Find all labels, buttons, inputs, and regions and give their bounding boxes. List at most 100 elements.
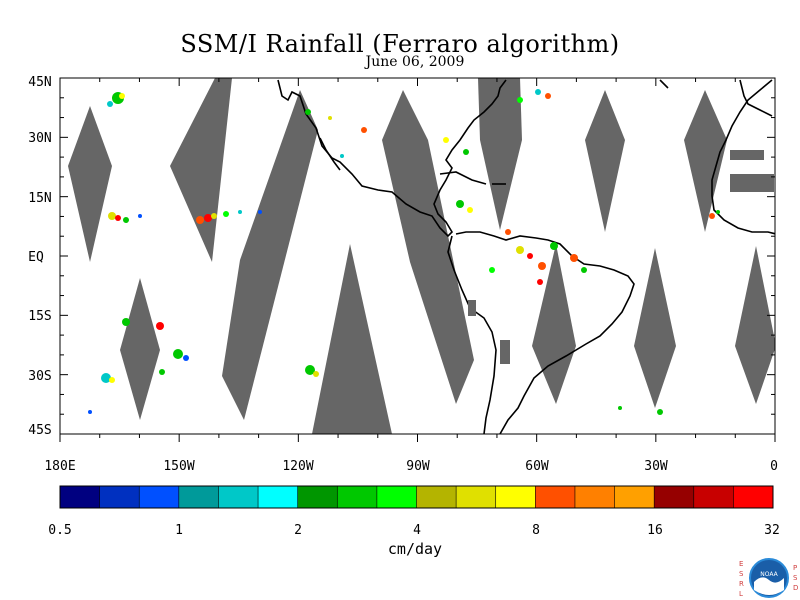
colorbar-units: cm/day: [387, 540, 443, 558]
rain-cell: [570, 254, 578, 262]
swath-gap: [532, 244, 576, 404]
rain-cell: [537, 279, 543, 285]
colorbar-swatch: [218, 486, 259, 508]
swath-gap: [478, 78, 522, 230]
rain-cell: [361, 127, 367, 133]
map-plot-area: [68, 78, 775, 434]
rain-cell: [618, 406, 622, 410]
colorbar-tick-label: 32: [764, 523, 780, 538]
lon-label: 30W: [644, 459, 668, 474]
colorbar-tick-label: 8: [532, 523, 540, 538]
rain-cell: [138, 214, 142, 218]
colorbar-swatch: [258, 486, 298, 508]
rain-cell: [545, 93, 551, 99]
lon-label: 120W: [282, 459, 313, 474]
logo-letter: E: [739, 560, 743, 568]
rain-cell: [156, 322, 164, 330]
colorbar-swatch: [337, 486, 378, 508]
colorbar-tick-label: 16: [647, 523, 663, 538]
colorbar-frame: [59, 485, 774, 509]
colorbar-swatch: [456, 486, 497, 508]
coast-greenland-north: [659, 79, 669, 89]
rain-cell: [340, 154, 344, 158]
coast-europe: [739, 79, 773, 117]
rain-cell: [119, 93, 125, 99]
logo-letter: S: [793, 574, 798, 582]
rain-cell: [657, 409, 663, 415]
colorbar-swatch: [376, 486, 417, 508]
noaa-logo: E S R L P S D NOAA: [739, 558, 798, 598]
coastlines: [277, 79, 775, 434]
rain-cell: [709, 213, 715, 219]
colorbar-swatch: [178, 486, 219, 508]
lat-label: 45N: [28, 75, 51, 90]
rain-cell: [258, 210, 262, 214]
lon-label: 0: [770, 459, 778, 474]
colorbar-swatch: [614, 486, 655, 508]
rain-cell: [107, 101, 113, 107]
swath-gap: [170, 78, 232, 262]
swath-gap: [382, 90, 474, 404]
rain-cell: [489, 267, 495, 273]
map-subtitle: June 06, 2009: [365, 54, 465, 70]
rain-cell: [328, 116, 332, 120]
swath-gap: [585, 90, 625, 232]
swath-gap: [634, 248, 676, 408]
lon-label: 60W: [525, 459, 549, 474]
rain-cell: [581, 267, 587, 273]
logo-letter: P: [793, 564, 797, 572]
rain-cell: [463, 149, 469, 155]
rain-cell: [443, 137, 449, 143]
colorbar-tick-label: 4: [413, 523, 421, 538]
rain-cell: [305, 365, 315, 375]
rain-cell: [88, 410, 92, 414]
rain-cell: [109, 377, 115, 383]
swath-gap: [222, 90, 318, 420]
coast-baja: [319, 137, 341, 171]
colorbar-tick-label: 0.5: [48, 523, 71, 538]
colorbar-swatch: [60, 486, 100, 508]
swath-gaps: [68, 78, 775, 434]
colorbar-tick-label: 2: [294, 523, 302, 538]
rain-cell: [159, 369, 165, 375]
rain-cell: [211, 213, 217, 219]
rain-cell: [115, 215, 121, 221]
rain-cell: [223, 211, 229, 217]
rain-cell: [108, 212, 116, 220]
rain-cell: [535, 89, 541, 95]
rain-cell: [527, 253, 533, 259]
colorbar-swatch: [733, 486, 774, 508]
noaa-wave: [754, 577, 784, 595]
rain-cell: [123, 217, 129, 223]
logo-letter: D: [793, 584, 798, 592]
colorbar-swatch: [654, 486, 695, 508]
rain-cell: [505, 229, 511, 235]
colorbar: [60, 486, 774, 508]
rain-cell: [516, 246, 524, 254]
colorbar-swatch: [416, 486, 457, 508]
rain-cell: [550, 242, 558, 250]
logo-letter: R: [739, 580, 744, 588]
colorbar-swatch: [297, 486, 338, 508]
rain-cell: [467, 207, 473, 213]
coast-north-america: [277, 79, 507, 238]
lat-label: 15S: [28, 309, 51, 324]
lat-label: 30N: [28, 131, 51, 146]
lat-label: 30S: [28, 369, 51, 384]
logo-letter: L: [739, 590, 743, 598]
rain-cell: [204, 214, 212, 222]
noaa-text: NOAA: [760, 571, 778, 578]
rain-cell: [173, 349, 183, 359]
rain-cell: [517, 97, 523, 103]
swath-gap: [684, 90, 727, 232]
rain-cell: [716, 210, 720, 214]
colorbar-swatch: [693, 486, 734, 508]
colorbar-swatch: [495, 486, 536, 508]
swath-gap: [735, 246, 775, 404]
coast-south-america: [447, 231, 635, 434]
rain-cell: [305, 109, 311, 115]
rain-cell: [238, 210, 242, 214]
lat-label: EQ: [28, 250, 44, 265]
rain-cell: [538, 262, 546, 270]
